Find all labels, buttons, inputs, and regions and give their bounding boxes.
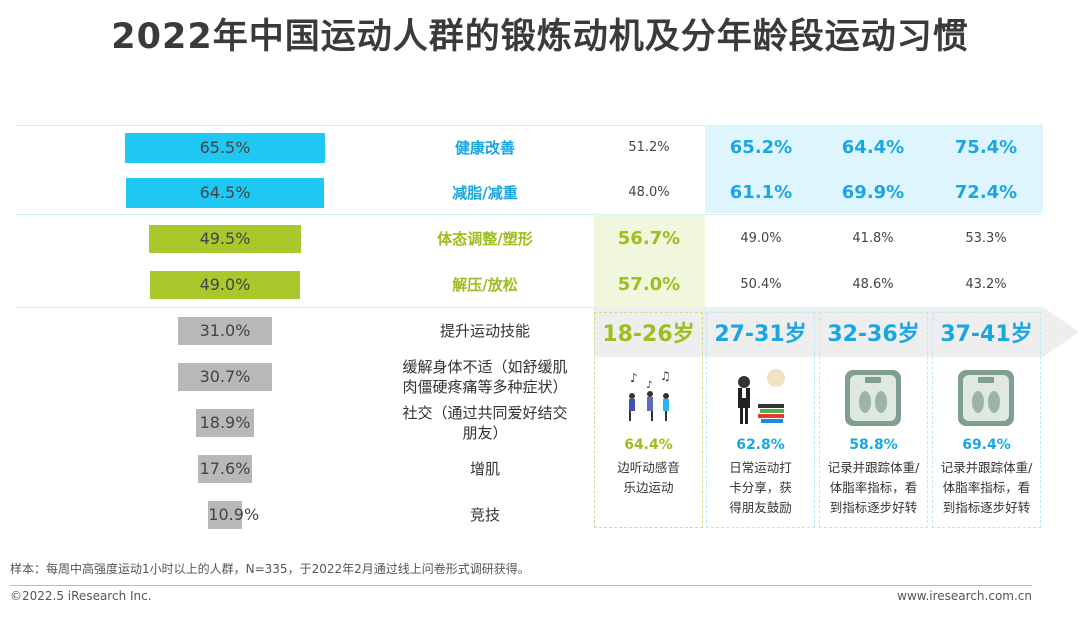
svg-text:♫: ♫: [660, 369, 671, 383]
category-line: 缓解身体不适（如舒缓肌: [402, 358, 568, 376]
habit-line: 记录并跟踪体重/: [940, 460, 1033, 475]
page-title: 2022年中国运动人群的锻炼动机及分年龄段运动习惯: [111, 17, 969, 57]
divider-top: [16, 125, 1043, 126]
table-cell: 48.0%: [628, 185, 670, 200]
category-label-4: 解压/放松: [385, 275, 585, 295]
table-cell: 75.4%: [954, 137, 1018, 158]
table-cell: 56.7%: [617, 228, 681, 249]
blue-highlight-panel: [705, 125, 1043, 213]
category-label-8: 增肌: [385, 459, 585, 479]
category-line: 体态调整/塑形: [437, 230, 533, 248]
table-cell: 51.2%: [628, 140, 670, 155]
category-label-1: 健康改善: [385, 138, 585, 158]
svg-text:♪: ♪: [630, 371, 638, 385]
bar-4: 49.0%: [150, 271, 300, 299]
divider-green-grey: [16, 307, 706, 308]
habit-line: 卡分享，获: [729, 480, 792, 495]
age-label: 27-31岁: [714, 322, 807, 347]
category-line: 解压/放松: [452, 276, 518, 294]
table-cell: 69.9%: [841, 182, 905, 203]
habit-percent: 69.4%: [962, 437, 1011, 453]
category-line: 社交（通过共同爱好结交: [402, 404, 568, 422]
bar-9: 10.9%: [208, 501, 259, 529]
category-label-9: 竞技: [385, 505, 585, 525]
table-cell: 53.3%: [965, 231, 1007, 246]
footer-divider: [10, 585, 1032, 586]
divider-blue-green: [16, 214, 1043, 215]
svg-text:♪: ♪: [646, 380, 652, 391]
age-card-2: [706, 312, 815, 528]
scale-icon: [841, 368, 905, 428]
habit-description: 记录并跟踪体重/体脂率指标，看 到指标逐步好转: [932, 458, 1041, 518]
age-label: 32-36岁: [827, 322, 920, 347]
category-line: 竞技: [469, 506, 500, 524]
category-label-2: 减脂/减重: [385, 183, 585, 203]
age-arrow: [594, 307, 1043, 357]
checkin-person-icon: [728, 368, 792, 428]
habit-description: 日常运动打卡分享，获得朋友鼓励: [706, 458, 815, 518]
habit-line: 到指标逐步好转: [942, 500, 1031, 515]
bar-2: 64.5%: [126, 178, 324, 208]
category-line: 健康改善: [454, 139, 515, 157]
table-cell: 41.8%: [852, 231, 894, 246]
table-cell: 72.4%: [954, 182, 1018, 203]
age-label: 37-41岁: [940, 322, 1033, 347]
age-arrow-head: [1043, 307, 1079, 357]
habit-line: 记录并跟踪体重/: [827, 460, 920, 475]
bar-7: 18.9%: [196, 409, 254, 437]
category-line: 肉僵硬疼痛等多种症状）: [402, 378, 568, 396]
website: www.iresearch.com.cn: [897, 589, 1032, 603]
bar-8: 17.6%: [198, 455, 252, 483]
table-cell: 57.0%: [617, 274, 681, 295]
habit-line: 边听动感音: [617, 460, 680, 475]
sample-note: 样本：每周中高强度运动1小时以上的人群，N=335，于2022年2月通过线上问卷…: [10, 562, 530, 576]
bar-3: 49.5%: [149, 225, 301, 253]
bar-1: 65.5%: [124, 133, 326, 163]
category-line: 朋友）: [462, 424, 508, 442]
age-label: 18-26岁: [602, 322, 695, 347]
table-cell: 48.6%: [852, 277, 894, 292]
category-line: 提升运动技能: [439, 322, 530, 340]
green-highlight-panel: [594, 215, 705, 307]
habit-line: 得朋友鼓励: [729, 500, 792, 515]
category-label-5: 提升运动技能: [385, 321, 585, 341]
category-label-7: 社交（通过共同爱好结交 朋友）: [385, 403, 585, 443]
table-cell: 64.4%: [841, 137, 905, 158]
habit-line: 乐边运动: [623, 480, 674, 495]
bar-5: 31.0%: [177, 317, 273, 345]
habit-percent: 62.8%: [736, 437, 785, 453]
habit-description: 边听动感音 乐边运动: [594, 458, 703, 498]
habit-line: 到指标逐步好转: [829, 500, 918, 515]
category-label-6: 缓解身体不适（如舒缓肌 肉僵硬疼痛等多种症状）: [385, 357, 585, 397]
age-card-3: [819, 312, 928, 528]
habit-percent: 64.4%: [624, 437, 673, 453]
table-cell: 49.0%: [740, 231, 782, 246]
category-label-3: 体态调整/塑形: [385, 229, 585, 249]
copyright: ©2022.5 iResearch Inc.: [10, 589, 152, 603]
habit-description: 记录并跟踪体重/体脂率指标，看 到指标逐步好转: [819, 458, 928, 518]
age-card-1: [594, 312, 703, 528]
age-card-4: [932, 312, 1041, 528]
table-cell: 50.4%: [740, 277, 782, 292]
category-line: 减脂/减重: [452, 184, 518, 202]
category-line: 增肌: [469, 460, 500, 478]
bar-6: 30.7%: [178, 363, 272, 391]
table-cell: 61.1%: [729, 182, 793, 203]
scale-icon: [954, 368, 1018, 428]
music-dancers-icon: ♪ ♫ ♪: [616, 368, 680, 428]
table-cell: 43.2%: [965, 277, 1007, 292]
table-cell: 65.2%: [729, 137, 793, 158]
habit-line: 体脂率指标，看: [942, 480, 1031, 495]
habit-line: 日常运动打: [729, 460, 792, 475]
habit-percent: 58.8%: [849, 437, 898, 453]
habit-line: 体脂率指标，看: [829, 480, 918, 495]
